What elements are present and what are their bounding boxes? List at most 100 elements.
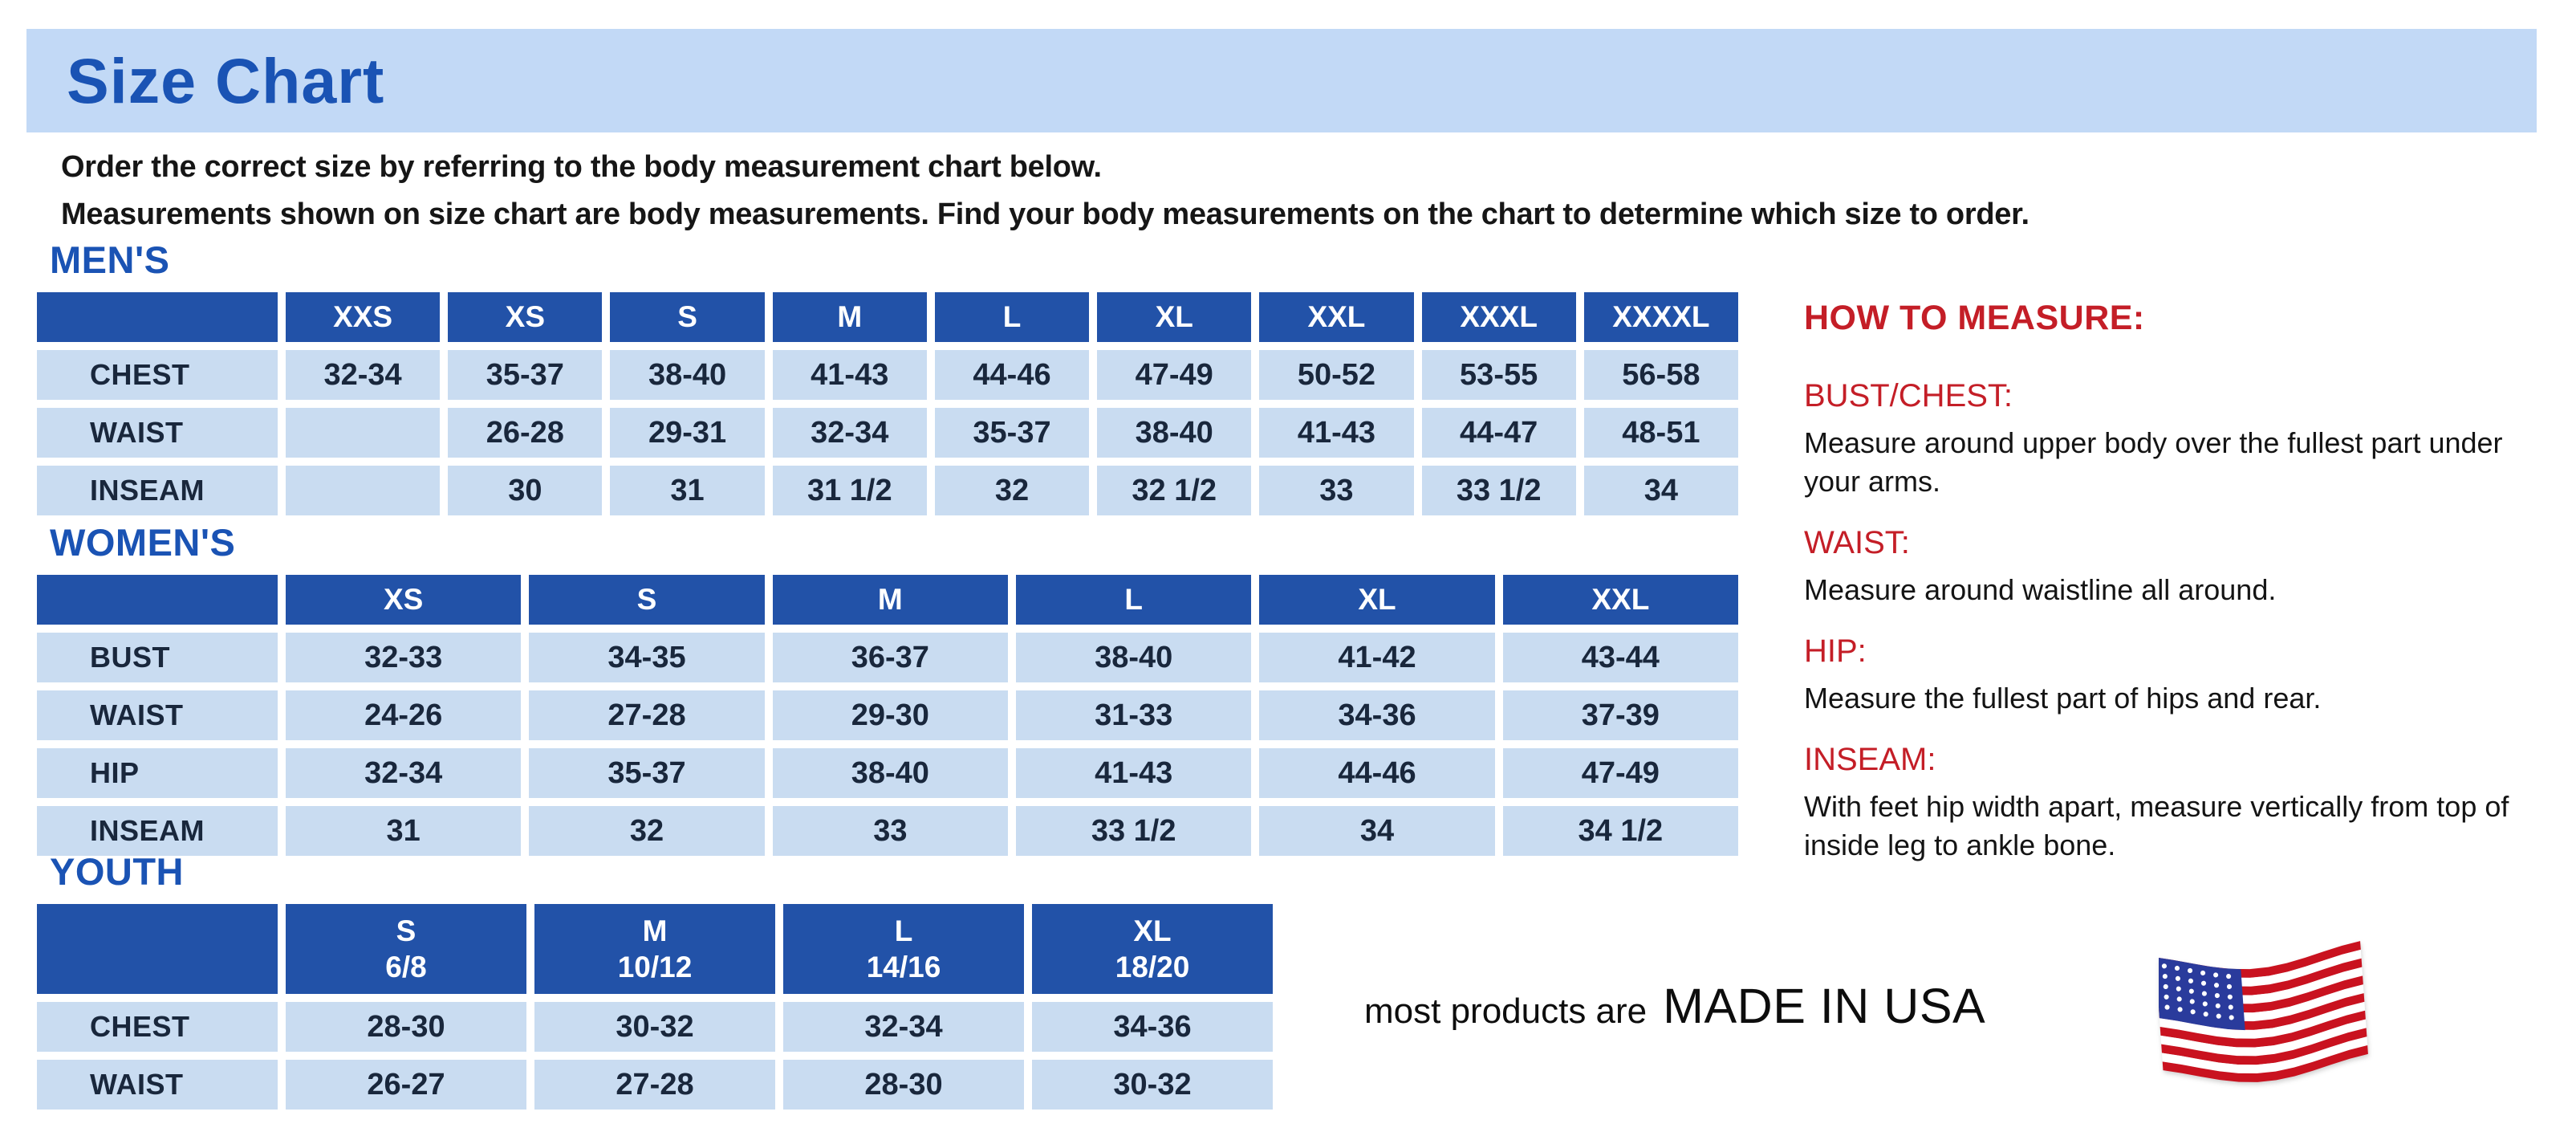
table-cell: 34-36: [1259, 690, 1495, 740]
table-cell: 41-43: [772, 350, 927, 400]
usa-flag-icon: [2155, 941, 2368, 1082]
flag-star: [2162, 974, 2168, 979]
row-label-waist: WAIST: [37, 690, 278, 740]
table-cell: 47-49: [1502, 748, 1738, 798]
usa-flag-icon: [2155, 930, 2383, 1086]
flag-star: [2174, 965, 2180, 971]
row-label-inseam: INSEAM: [37, 466, 278, 515]
table-cell: 38-40: [772, 748, 1008, 798]
table-cell: 41-42: [1259, 633, 1495, 682]
table-cell: 30-32: [1032, 1060, 1273, 1110]
table-cell: [286, 408, 441, 458]
made-in-usa-prefix: most products are: [1364, 992, 1648, 1031]
measure-text-0: Measure around upper body over the fulle…: [1804, 426, 2503, 498]
flag-star: [2200, 970, 2206, 975]
table-cell: 30-32: [534, 1002, 775, 1052]
table-cell: 43-44: [1502, 633, 1738, 682]
measure-label-1: WAIST:: [1804, 525, 1910, 560]
table-cell: 27-28: [534, 1060, 775, 1110]
table-cell: 38-40: [1016, 633, 1252, 682]
mens-size-section: MEN'S XXS XS S M L XL XXL XXXL XXXXL CHEST 32-34 35…: [37, 238, 1738, 515]
womens-size-table: XS S M L XL XXL BUST 32-33 34-35 36-37 38-40 41-42 4…: [37, 575, 1738, 856]
measure-label-3: INSEAM:: [1804, 742, 1936, 777]
table-cell: 32 1/2: [1097, 466, 1252, 515]
row-label-waist: WAIST: [37, 1060, 278, 1110]
flag-star: [2214, 992, 2220, 999]
column-header-l: L: [1016, 575, 1252, 625]
table-cell: 32-34: [286, 748, 522, 798]
flag-star: [2188, 978, 2194, 983]
measure-text-3: With feet hip width apart, measure verti…: [1804, 790, 2509, 861]
made-in-usa-line: most products are MADE IN USA: [1364, 978, 1985, 1034]
measure-text-2: Measure the fullest part of hips and rea…: [1804, 682, 2322, 715]
flag-star: [2188, 988, 2194, 994]
column-header-xxl: XXL: [1502, 575, 1738, 625]
table-cell: 34: [1583, 466, 1738, 515]
row-label-chest: CHEST: [37, 1002, 278, 1052]
column-header-xl: XL 18/20: [1032, 904, 1273, 994]
column-header-m: M 10/12: [534, 904, 775, 994]
table-cell: 32-34: [286, 350, 441, 400]
column-header-l: L: [934, 292, 1090, 342]
flag-star: [2226, 983, 2233, 989]
column-header-xs: XS: [448, 292, 603, 342]
column-header-xxl: XXL: [1259, 292, 1414, 342]
womens-heading: WOMEN'S: [50, 521, 236, 564]
how-to-measure-heading: HOW TO MEASURE:: [1804, 299, 2145, 337]
table-cell: 34-35: [529, 633, 765, 682]
flag-star: [2213, 972, 2219, 978]
table-cell: 56-58: [1583, 350, 1738, 400]
table-cell: 30: [448, 466, 603, 515]
table-cell: 41-43: [1259, 408, 1414, 458]
table-cell: 38-40: [1097, 408, 1252, 458]
row-label-chest: CHEST: [37, 350, 278, 400]
table-cell: 38-40: [610, 350, 765, 400]
page-title: Size Chart: [67, 44, 385, 116]
table-cell: 26-28: [448, 408, 603, 458]
table-cell: 36-37: [772, 633, 1008, 682]
table-cell: 33: [1259, 466, 1414, 515]
table-cell: 48-51: [1583, 408, 1738, 458]
column-header-l: L 14/16: [783, 904, 1024, 994]
table-cell: 27-28: [529, 690, 765, 740]
column-header-xxxxl: XXXXL: [1583, 292, 1738, 342]
flag-star: [2176, 986, 2181, 992]
row-label-bust: BUST: [37, 633, 278, 682]
table-cell: 35-37: [448, 350, 603, 400]
flag-star: [2226, 974, 2232, 979]
column-header-xs: XS: [286, 575, 522, 625]
table-corner-cell: [37, 575, 278, 625]
table-cell: 34 1/2: [1502, 806, 1738, 856]
flag-star: [2201, 991, 2207, 996]
table-cell: 41-43: [1016, 748, 1252, 798]
table-cell: 29-31: [610, 408, 765, 458]
flag-star: [2228, 1004, 2233, 1010]
table-cell: 33 1/2: [1421, 466, 1576, 515]
table-cell: 31: [610, 466, 765, 515]
flag-star: [2164, 994, 2169, 1000]
table-cell: 32-34: [783, 1002, 1024, 1052]
flag-star: [2164, 1004, 2170, 1010]
how-to-measure-panel: HOW TO MEASURE: BUST/CHEST: Measure aroun…: [1804, 299, 2530, 889]
flag-star: [2163, 983, 2168, 990]
table-cell: 37-39: [1502, 690, 1738, 740]
table-corner-cell: [37, 292, 278, 342]
flag-star: [2216, 1013, 2221, 1019]
table-cell: 32: [529, 806, 765, 856]
table-cell: 53-55: [1421, 350, 1576, 400]
table-cell: 34-36: [1032, 1002, 1273, 1052]
table-cell: 47-49: [1097, 350, 1252, 400]
row-label-hip: HIP: [37, 748, 278, 798]
mens-size-table: XXS XS S M L XL XXL XXXL XXXXL CHEST 32-34 35-37 38-…: [37, 292, 1738, 515]
table-cell: 33: [772, 806, 1008, 856]
table-cell: 44-46: [934, 350, 1090, 400]
table-cell: 32-33: [286, 633, 522, 682]
table-cell: 33 1/2: [1016, 806, 1252, 856]
youth-heading: YOUTH: [50, 850, 184, 893]
column-header-m: M: [772, 575, 1008, 625]
table-cell: 32-34: [772, 408, 927, 458]
table-cell: 34: [1259, 806, 1495, 856]
flag-star: [2187, 967, 2193, 974]
flag-star: [2189, 999, 2195, 1004]
table-cell: 35-37: [934, 408, 1090, 458]
